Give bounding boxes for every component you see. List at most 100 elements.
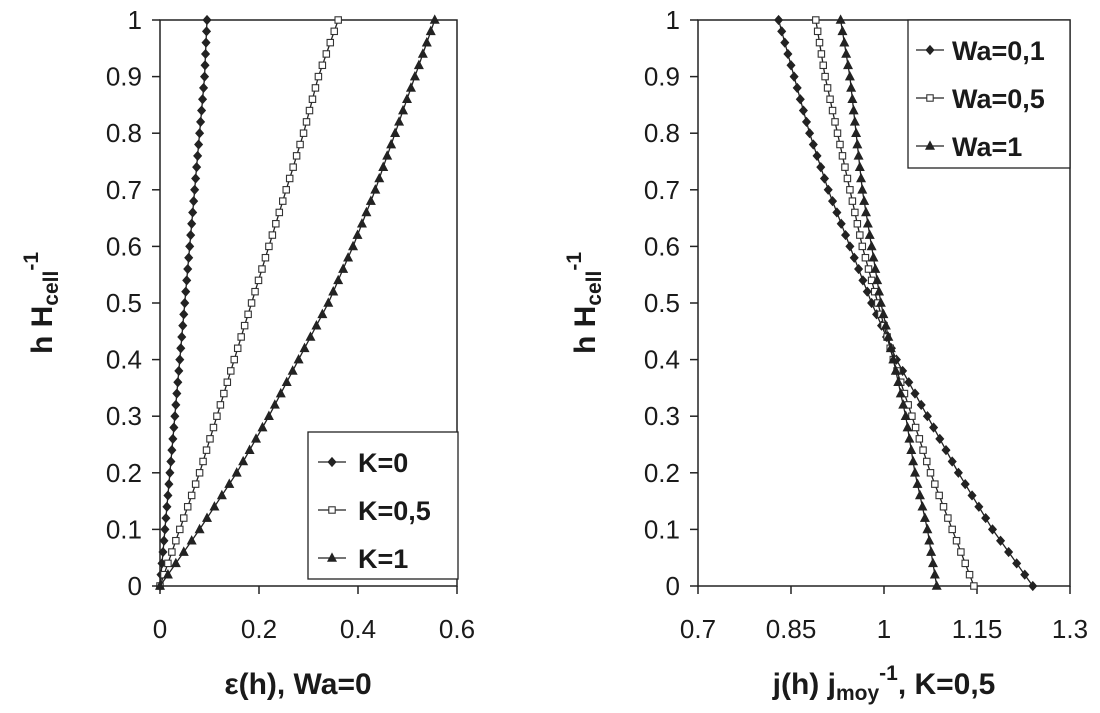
data-point [1012,558,1022,569]
data-point [819,61,827,70]
data-point [398,104,409,115]
y-tick-label: 0.7 [106,175,142,205]
data-point [893,376,904,387]
legend-marker [327,552,337,562]
data-point [1028,580,1038,592]
x-tick-label: 0.6 [439,614,475,644]
y-tick-label: 0.2 [106,458,142,488]
data-point [935,433,945,444]
data-point [200,60,210,71]
data-point [191,173,201,184]
legend-item: Wa=0,5 [916,84,1045,114]
data-point [935,491,943,500]
data-point [202,446,211,454]
data-point [812,16,820,24]
data-point [911,423,920,432]
y-ticks: 0 0.1 0.2 0.3 0.4 0.5 0.6 0.7 0.8 0.9 1 [106,5,160,601]
data-point [318,61,327,70]
data-point [251,287,259,296]
data-point [165,467,175,478]
data-point [177,331,187,343]
data-point [965,570,974,579]
data-point [184,252,194,263]
data-point [314,72,323,81]
data-point [845,241,855,252]
data-point [838,152,847,160]
data-point [166,456,176,467]
legend: K=0 K=0,5 K=1 [307,431,459,580]
data-point [170,411,180,422]
data-point [296,140,304,149]
y-tick-label: 0.3 [106,401,142,431]
data-point [957,548,965,556]
data-point [209,423,218,432]
x-tick-label: 1.15 [952,614,1003,644]
data-point [348,240,359,251]
data-point [849,252,859,263]
data-point [844,70,855,81]
x-tick-label: 1.3 [1052,614,1088,644]
data-point [299,129,308,137]
data-point [947,456,957,467]
data-point [200,71,210,82]
legend-label: Wa=0,1 [952,36,1045,66]
data-point [835,14,846,24]
legend-marker [925,140,935,150]
data-point [929,569,940,579]
data-point [858,242,867,251]
data-point [317,308,328,319]
legend: Wa=0,1 Wa=0,5 Wa=1 [907,19,1071,169]
data-point [238,455,249,466]
data-point [213,412,221,420]
data-point [841,163,849,171]
data-point [196,116,206,127]
y-tick-label: 0.6 [106,231,142,261]
x-ticks: 0.7 0.85 1 1.15 1.3 [680,586,1088,644]
data-point [285,174,294,183]
y-tick-label: 0.4 [644,345,680,375]
y-tick-label: 0 [128,571,142,601]
x-tick-label: 0.85 [766,614,817,644]
data-point [402,93,413,104]
data-point [158,546,168,558]
data-point [906,444,917,454]
data-point [960,479,970,490]
data-point [856,231,864,239]
data-point [902,421,913,432]
data-point [927,557,938,568]
data-point [161,512,171,524]
data-point [265,242,273,251]
data-point [240,321,249,330]
y-tick-label: 0.5 [106,288,142,318]
series-k-0-5 [156,16,342,590]
x-tick-label: 1 [877,614,891,644]
data-point [801,116,812,127]
data-point [878,308,889,319]
data-point [189,196,199,207]
data-point [182,275,192,286]
data-point [192,162,202,173]
data-point [828,106,837,115]
data-point [405,82,416,92]
data-point [159,535,169,546]
data-point [202,512,213,522]
data-point [187,491,196,500]
data-point [870,263,881,273]
data-point [282,186,290,194]
data-point [263,410,274,421]
data-point [780,37,790,48]
data-point [281,376,292,387]
data-point [299,342,310,353]
data-point [197,105,207,116]
data-point [361,206,372,217]
data-point [944,514,952,522]
data-point [856,172,867,183]
data-point [176,343,186,354]
data-point [382,150,393,160]
chart-right: 0 0.1 0.2 0.3 0.4 0.5 0.6 0.7 0.8 0.9 1 0.7 0.85 1 1.… [563,5,1088,705]
data-point [378,161,389,171]
x-tick-label: 0.7 [680,614,716,644]
data-point [789,71,799,82]
data-point [832,207,842,218]
